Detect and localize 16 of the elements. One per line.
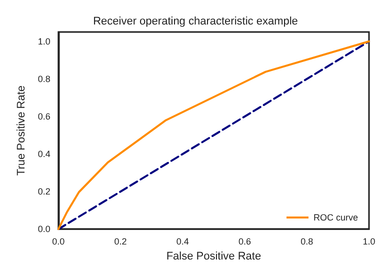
x-tick-label: 1.0 bbox=[362, 236, 376, 247]
y-tick-label: 0.2 bbox=[38, 186, 50, 197]
y-tick-label: 0.8 bbox=[38, 74, 50, 84]
x-tick-label: 0.6 bbox=[238, 236, 252, 247]
y-tick-label: 1.0 bbox=[38, 36, 50, 46]
chart-title: Receiver operating characteristic example bbox=[93, 16, 298, 28]
y-tick-label: 0.0 bbox=[38, 224, 50, 234]
y-tick-label: 0.6 bbox=[38, 111, 50, 122]
x-tick-label: 0.4 bbox=[176, 236, 189, 247]
x-axis-title: False Positive Rate bbox=[166, 250, 262, 262]
x-tick-label: 0.2 bbox=[114, 236, 127, 247]
y-axis-title: True Positive Rate bbox=[16, 86, 28, 176]
y-tick-label: 0.4 bbox=[38, 149, 50, 160]
x-tick-label: 0.0 bbox=[52, 236, 65, 247]
legend-label: ROC curve bbox=[313, 212, 358, 222]
x-tick-label: 0.8 bbox=[300, 236, 314, 247]
